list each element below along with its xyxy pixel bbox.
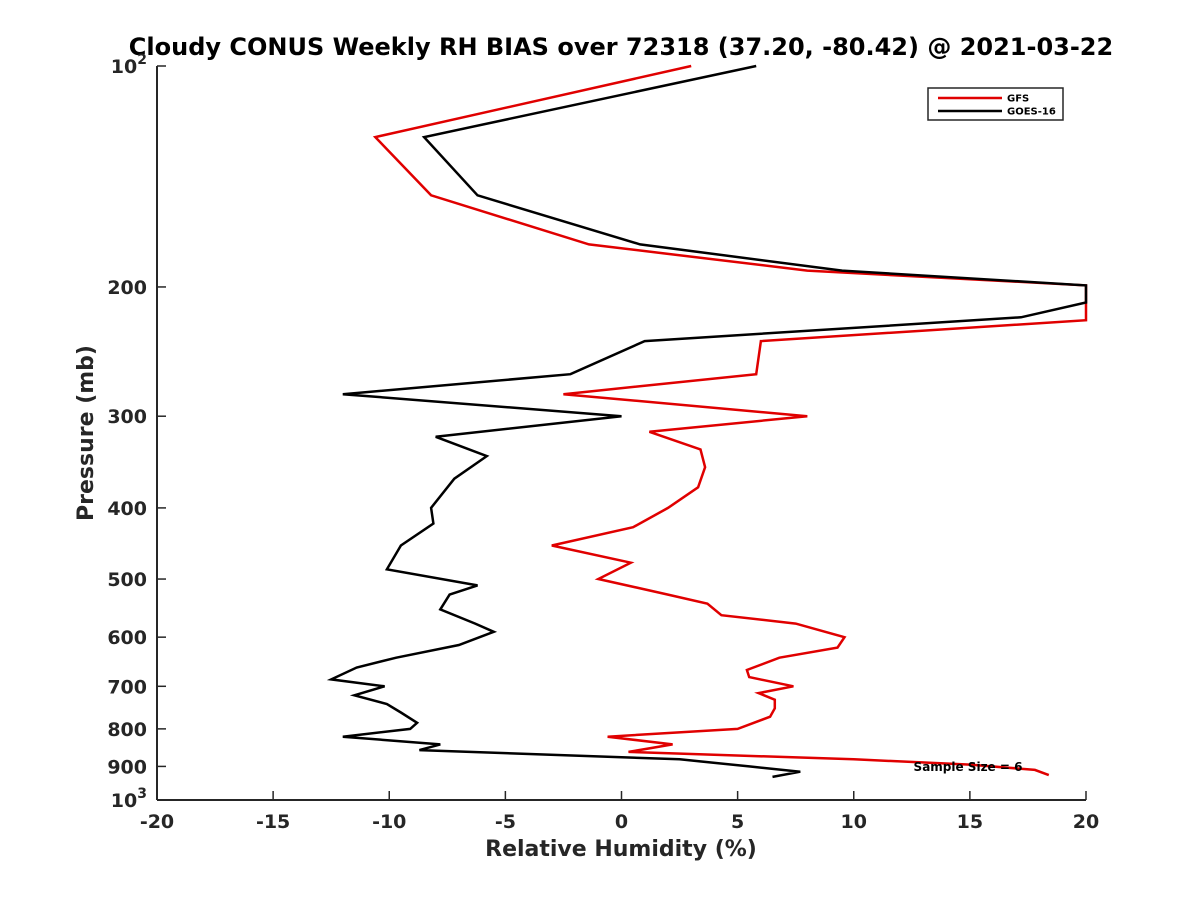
x-tick-label: 20 xyxy=(1073,811,1099,833)
y-tick-label: 800 xyxy=(107,719,147,741)
x-tick-label: 5 xyxy=(731,811,744,833)
y-tick-label: 500 xyxy=(107,569,147,591)
y-tick-label: 600 xyxy=(107,627,147,649)
legend-label-gfs: GFS xyxy=(1007,94,1029,105)
y-tick-label: 300 xyxy=(107,406,147,428)
y-tick-label: 103 xyxy=(111,786,147,812)
series-line-gfs xyxy=(375,66,1086,775)
series-layer xyxy=(331,66,1086,777)
x-tick-label: -15 xyxy=(256,811,290,833)
y-tick-label: 102 xyxy=(111,52,147,78)
x-tick-label: -20 xyxy=(140,811,174,833)
chart-title: Cloudy CONUS Weekly RH BIAS over 72318 (… xyxy=(129,33,1113,61)
series-line-goes-16 xyxy=(331,66,1086,777)
x-tick-label: -5 xyxy=(495,811,516,833)
y-axis-label: Pressure (mb) xyxy=(74,345,99,521)
plot-area: -20 -15 -10 -5 0 5 10 15 20 102 200 300 400 500 600 70… xyxy=(107,52,1099,833)
legend-label-goes-16: GOES-16 xyxy=(1007,107,1056,118)
y-tick-label: 200 xyxy=(107,277,147,299)
legend: GFS GOES-16 xyxy=(928,88,1063,120)
x-tick-label: 10 xyxy=(841,811,867,833)
x-axis-label: Relative Humidity (%) xyxy=(485,837,757,862)
x-tick-label: 15 xyxy=(957,811,983,833)
y-tick-label: 900 xyxy=(107,756,147,778)
y-tick-label: 400 xyxy=(107,498,147,520)
x-tick-label: -10 xyxy=(372,811,406,833)
sample-size-annotation: Sample Size = 6 xyxy=(914,760,1023,774)
x-tick-label: 0 xyxy=(615,811,628,833)
y-tick-label: 700 xyxy=(107,676,147,698)
x-ticks: -20 -15 -10 -5 0 5 10 15 20 xyxy=(140,791,1099,833)
